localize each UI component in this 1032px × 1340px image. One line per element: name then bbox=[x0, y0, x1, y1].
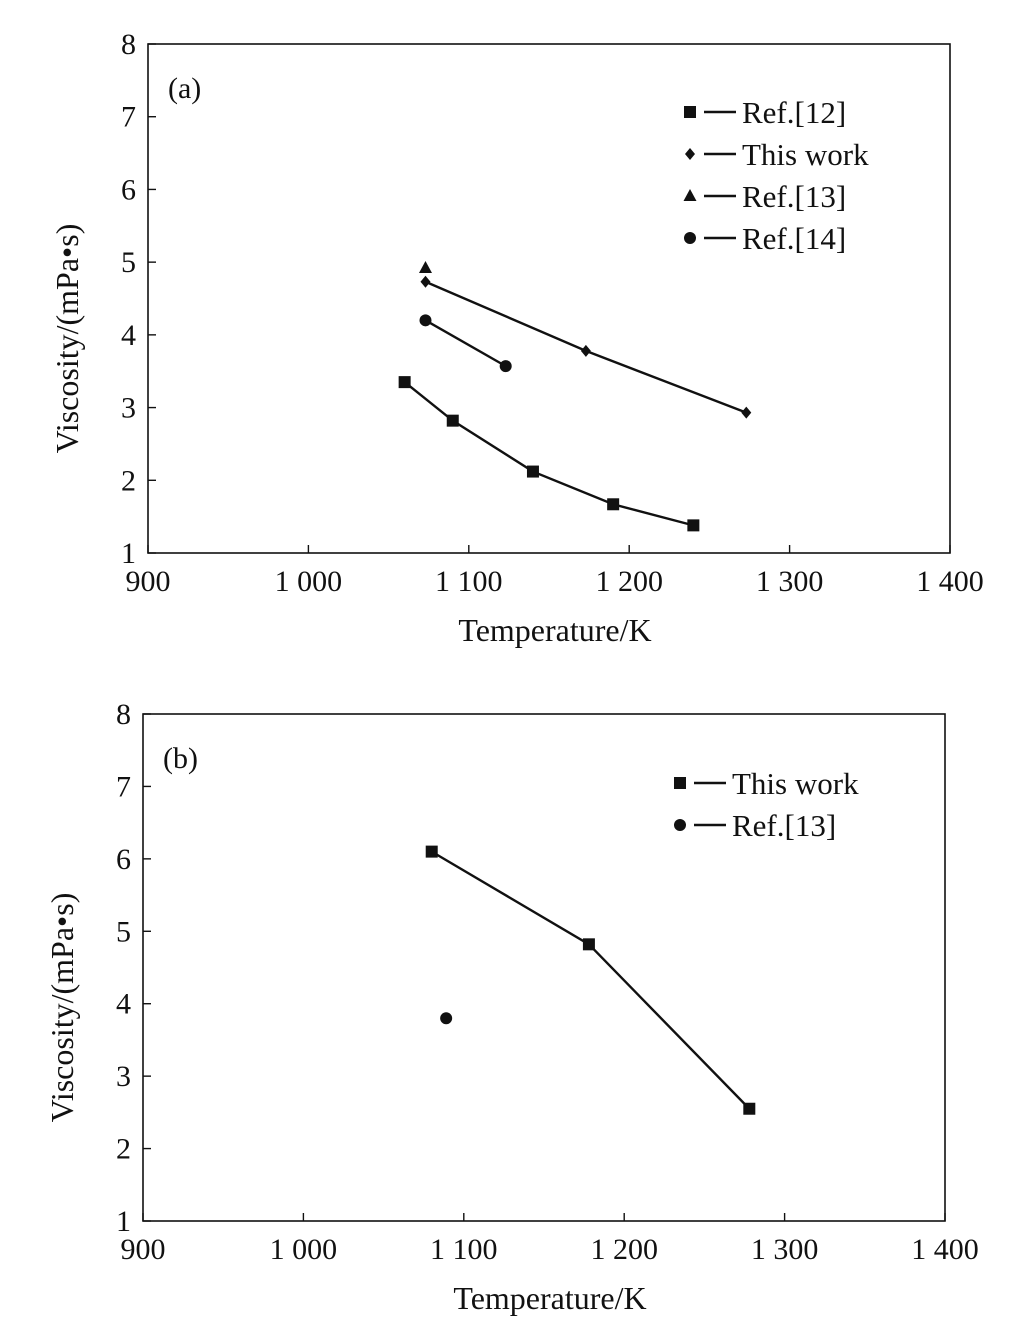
y-tick-label: 1 bbox=[116, 1205, 131, 1238]
legend-entry: Ref.[12] bbox=[684, 95, 846, 130]
y-tick-label: 4 bbox=[121, 319, 136, 352]
x-tick-label: 1 400 bbox=[916, 565, 984, 598]
data-point bbox=[425, 845, 438, 858]
y-tick-label: 6 bbox=[116, 843, 131, 876]
legend-entry: This work bbox=[685, 137, 869, 172]
data-point bbox=[398, 376, 411, 389]
y-tick-label: 3 bbox=[121, 392, 136, 425]
legend-entry: Ref.[13] bbox=[683, 179, 846, 214]
series-line bbox=[403, 381, 694, 527]
x-axis-title: Temperature/K bbox=[453, 1280, 646, 1316]
legend-label: Ref.[12] bbox=[742, 95, 846, 130]
y-tick-label: 7 bbox=[116, 770, 131, 803]
series-line bbox=[424, 319, 507, 368]
plot-frame bbox=[147, 43, 951, 554]
chart-panel-a: 900 1 000 1 100 1 200 1 300 1 400 1 2 3 4 5 6 7 8 Temp… bbox=[49, 28, 984, 648]
x-tick-label: 900 bbox=[126, 565, 171, 598]
y-tick-label: 6 bbox=[121, 173, 136, 206]
y-axis-title: Viscosity/(mPa•s) bbox=[49, 224, 85, 454]
x-tick-label: 1 100 bbox=[430, 1233, 498, 1266]
x-tick-label: 1 300 bbox=[756, 565, 824, 598]
y-tick-label: 8 bbox=[121, 28, 136, 61]
x-tick-label: 1 100 bbox=[435, 565, 503, 598]
y-tick-label: 2 bbox=[116, 1133, 131, 1166]
legend-label: Ref.[13] bbox=[742, 179, 846, 214]
legend-marker bbox=[683, 189, 697, 201]
x-tick-label: 1 000 bbox=[275, 565, 343, 598]
y-tick-label: 4 bbox=[116, 988, 131, 1021]
data-point bbox=[420, 275, 431, 288]
legend-marker bbox=[684, 232, 696, 244]
x-axis-title: Temperature/K bbox=[458, 612, 651, 648]
legend-marker bbox=[674, 777, 686, 789]
data-point bbox=[743, 1102, 756, 1115]
legend-label: This work bbox=[742, 137, 869, 172]
y-tick-label: 3 bbox=[116, 1060, 131, 1093]
legend-marker bbox=[685, 148, 695, 160]
y-axis-title: Viscosity/(mPa•s) bbox=[44, 893, 80, 1123]
y-tick-label: 8 bbox=[116, 698, 131, 731]
series-3 bbox=[419, 314, 512, 373]
y-tick-label: 5 bbox=[116, 915, 131, 948]
legend-label: Ref.[13] bbox=[732, 808, 836, 843]
legend-entry: This work bbox=[674, 766, 859, 801]
series-2 bbox=[418, 260, 432, 273]
data-point bbox=[440, 1012, 453, 1025]
y-tick-label: 7 bbox=[121, 101, 136, 134]
y-tick-label: 5 bbox=[121, 246, 136, 279]
x-tick-label: 1 300 bbox=[751, 1233, 819, 1266]
y-tick-label: 2 bbox=[121, 464, 136, 497]
x-tick-label: 1 000 bbox=[270, 1233, 338, 1266]
data-point bbox=[526, 465, 539, 478]
x-tick-label: 900 bbox=[121, 1233, 166, 1266]
data-point bbox=[741, 406, 752, 419]
series-0 bbox=[425, 845, 756, 1115]
y-tick-label: 1 bbox=[121, 537, 136, 570]
data-point bbox=[580, 344, 591, 357]
data-point bbox=[582, 938, 595, 951]
series-1 bbox=[420, 275, 752, 419]
x-tick-label: 1 200 bbox=[590, 1233, 658, 1266]
chart-panel-b: 900 1 000 1 100 1 200 1 300 1 400 1 2 3 4 5 6 7 8 Temp… bbox=[44, 698, 979, 1316]
data-point bbox=[687, 519, 700, 532]
panel-label: (b) bbox=[163, 742, 198, 775]
x-tick-label: 1 200 bbox=[595, 565, 663, 598]
series-line bbox=[431, 850, 751, 1110]
legend-entry: Ref.[14] bbox=[684, 221, 846, 256]
plot-frame bbox=[142, 713, 946, 1222]
x-tick-label: 1 400 bbox=[911, 1233, 979, 1266]
panel-label: (a) bbox=[168, 72, 201, 105]
series-1 bbox=[440, 1012, 453, 1025]
legend-label: Ref.[14] bbox=[742, 221, 846, 256]
legend-entry: Ref.[13] bbox=[674, 808, 836, 843]
data-point bbox=[418, 260, 432, 273]
legend-marker bbox=[674, 819, 686, 831]
legend-marker bbox=[684, 106, 696, 118]
series-0 bbox=[398, 376, 700, 532]
legend-label: This work bbox=[732, 766, 859, 801]
data-point bbox=[419, 314, 432, 327]
data-point bbox=[446, 414, 459, 427]
data-point bbox=[499, 360, 512, 373]
data-point bbox=[607, 498, 620, 511]
